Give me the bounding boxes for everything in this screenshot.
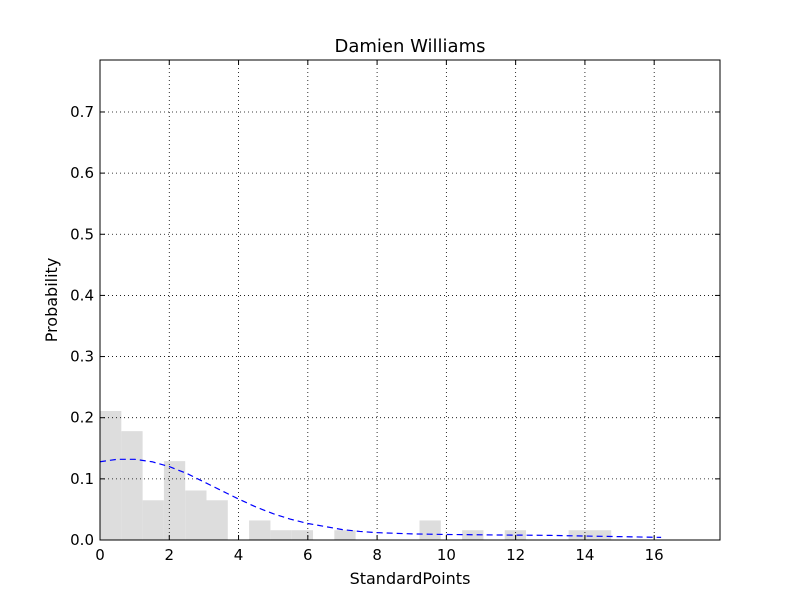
x-tick-label-4: 8 [372,546,382,564]
histogram-bar-11 [462,530,484,540]
histogram-bar-5 [206,500,228,540]
histogram-bar-2 [142,500,164,540]
x-axis-ticks: 0 2 4 6 8 10 12 14 16 [95,60,664,564]
histogram-bar-6 [249,520,271,540]
histogram-bar-9 [334,530,356,540]
histogram-bar-13 [568,530,590,540]
y-axis-label: Probability [42,258,61,343]
x-tick-label-2: 4 [234,546,244,564]
histogram-bar-1 [121,431,143,540]
x-tick-label-6: 12 [506,546,525,564]
y-tick-label-6: 0.6 [70,164,94,182]
histogram-bar-4 [185,490,207,540]
x-tick-label-7: 14 [575,546,594,564]
y-tick-label-1: 0.1 [70,470,94,488]
x-axis-label: StandardPoints [350,569,471,588]
histogram-bar-8 [291,530,314,540]
y-tick-label-5: 0.5 [70,225,94,243]
histogram-bar-14 [589,530,612,540]
x-tick-label-8: 16 [645,546,664,564]
x-tick-label-0: 0 [95,546,105,564]
x-tick-label-5: 10 [437,546,456,564]
y-axis-ticks: 0.0 0.1 0.2 0.3 0.4 0.5 0.6 0.7 [70,103,720,549]
histogram-bar-10 [419,520,441,540]
chart-title: Damien Williams [335,36,486,57]
y-tick-label-2: 0.2 [70,409,94,427]
y-tick-label-4: 0.4 [70,286,94,304]
histogram-bars [100,410,612,540]
histogram-bar-0 [100,410,122,540]
x-tick-label-1: 2 [165,546,175,564]
grid-lines [100,60,720,540]
x-tick-label-3: 6 [303,546,313,564]
plot-frame [99,59,721,541]
y-tick-label-0: 0.0 [70,531,94,549]
y-tick-label-7: 0.7 [70,103,94,121]
y-tick-label-3: 0.3 [70,348,94,366]
histogram-bar-3 [163,461,186,540]
histogram-bar-7 [270,530,292,540]
